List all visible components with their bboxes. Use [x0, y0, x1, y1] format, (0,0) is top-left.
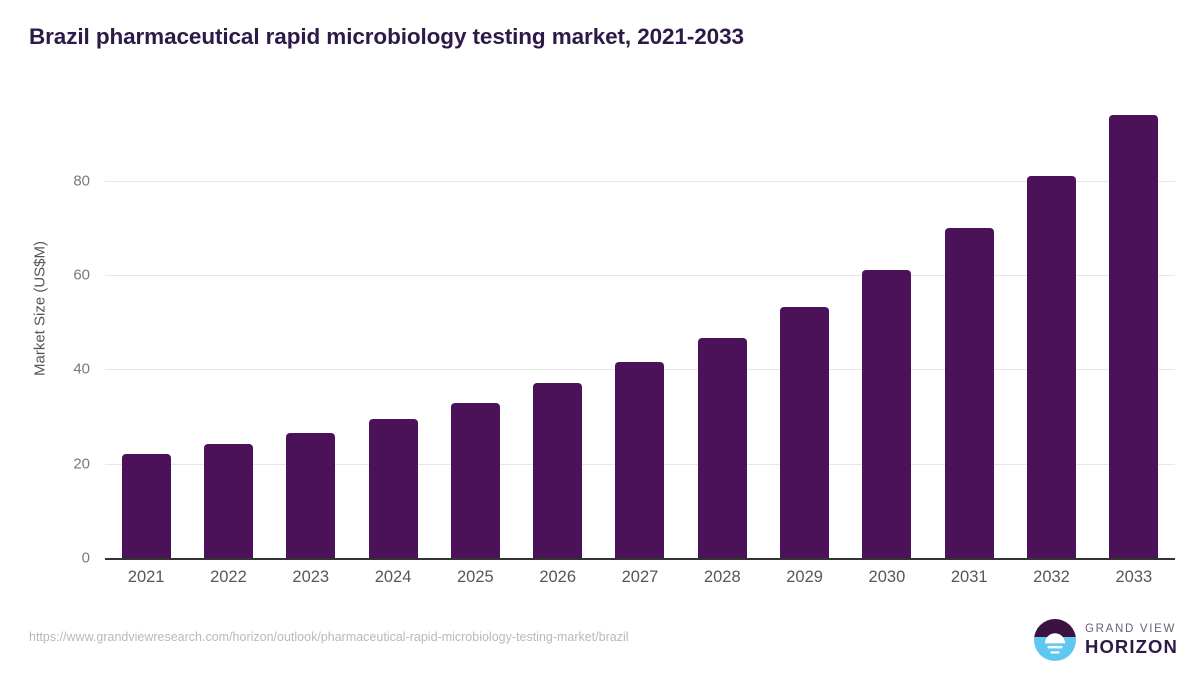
- y-axis-tick-labels: 0 20 40 60 80: [35, 90, 90, 566]
- grand-view-horizon-logo-mark-icon: [1033, 619, 1076, 661]
- bar-2031[interactable]: [944, 227, 994, 558]
- x-tick-label-2032: 2032: [1033, 568, 1070, 586]
- x-tick-label-2023: 2023: [292, 568, 330, 586]
- brand-logo-bottom-text: HORIZON: [1084, 636, 1178, 657]
- bar-group[interactable]: 2031: [928, 90, 1010, 586]
- bar-2026[interactable]: [533, 383, 583, 558]
- y-tick-label: 60: [73, 266, 90, 284]
- bar-group[interactable]: 2021: [105, 90, 187, 586]
- plot-area: 2021 2022 2023 2024 2025 2026 2027 2028 2029 2030…: [105, 90, 1175, 586]
- bar-group[interactable]: 2028: [681, 90, 763, 586]
- bar-series: 2021 2022 2023 2024 2025 2026 2027 2028 2029 2030…: [105, 90, 1175, 586]
- y-axis-title: Market Size (US$M): [31, 240, 49, 377]
- bar-group[interactable]: 2027: [599, 90, 681, 586]
- bar-2029[interactable]: [780, 306, 830, 558]
- bar-2023[interactable]: [286, 432, 336, 558]
- x-tick-label-2024: 2024: [374, 568, 412, 586]
- x-tick-label-2022: 2022: [210, 568, 247, 586]
- x-tick-label-2028: 2028: [703, 568, 741, 586]
- bar-group[interactable]: 2033: [1093, 90, 1175, 586]
- bar-2032[interactable]: [1027, 175, 1077, 558]
- bar-2021[interactable]: [121, 454, 171, 558]
- y-tick-label: 20: [73, 455, 90, 473]
- brand-logo-top-text: GRAND VIEW: [1084, 622, 1177, 635]
- bar-2027[interactable]: [615, 362, 665, 558]
- bar-group[interactable]: 2023: [270, 90, 352, 586]
- source-url[interactable]: https://www.grandviewresearch.com/horizo…: [29, 630, 629, 644]
- bar-group[interactable]: 2026: [517, 90, 599, 586]
- x-tick-label-2025: 2025: [457, 568, 494, 586]
- x-tick-label-2030: 2030: [868, 568, 906, 586]
- x-axis-line: [105, 558, 1175, 560]
- bar-2022[interactable]: [203, 444, 253, 558]
- y-tick-label: 80: [73, 172, 90, 190]
- x-tick-label-2031: 2031: [950, 568, 988, 586]
- x-tick-label-2027: 2027: [621, 568, 659, 586]
- gridline: [105, 180, 1175, 182]
- brand-logo: GRAND VIEW HORIZON: [1033, 618, 1178, 662]
- bar-2028[interactable]: [697, 337, 747, 558]
- bar-2025[interactable]: [450, 403, 500, 558]
- y-tick-label: 0: [81, 549, 90, 567]
- bar-group[interactable]: 2022: [187, 90, 269, 586]
- bar-group[interactable]: 2032: [1010, 90, 1092, 586]
- bar-group[interactable]: 2025: [434, 90, 516, 586]
- x-tick-label-2033: 2033: [1115, 568, 1153, 586]
- y-tick-label: 40: [73, 360, 90, 378]
- bar-group[interactable]: 2030: [846, 90, 928, 586]
- x-tick-label-2026: 2026: [539, 568, 577, 586]
- gridline: [105, 274, 1175, 276]
- bar-group[interactable]: 2024: [352, 90, 434, 586]
- bar-2030[interactable]: [862, 270, 912, 558]
- bar-2033[interactable]: [1109, 114, 1159, 558]
- bar-2024[interactable]: [368, 418, 418, 558]
- bar-group[interactable]: 2029: [763, 90, 845, 586]
- x-tick-label-2029: 2029: [786, 568, 823, 586]
- x-tick-label-2021: 2021: [127, 568, 165, 586]
- brand-logo-text: GRAND VIEW HORIZON: [1084, 622, 1178, 657]
- page-title: Brazil pharmaceutical rapid microbiology…: [29, 24, 744, 49]
